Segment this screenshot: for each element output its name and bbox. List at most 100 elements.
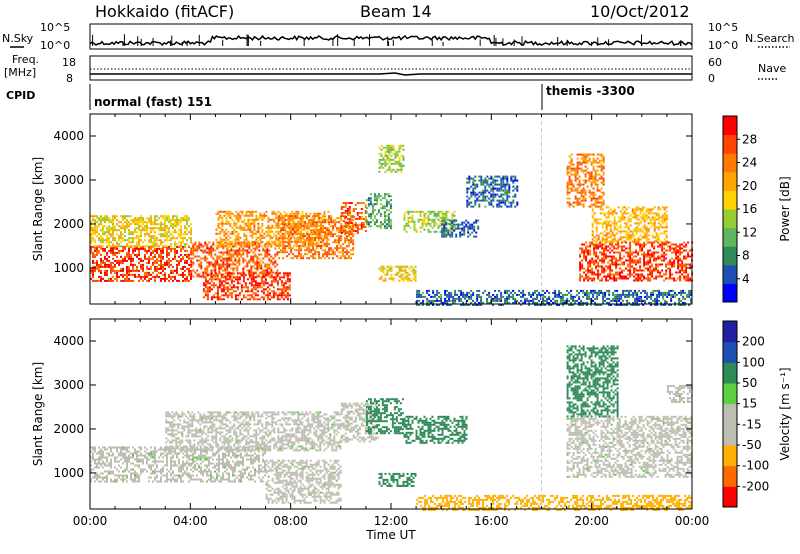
cpid-segment-2-label: themis -3300 — [546, 84, 635, 98]
velocity-region-1 — [165, 411, 342, 452]
velocity-region-10 — [666, 385, 693, 403]
power-region-9 — [378, 265, 417, 282]
title-right: 10/Oct/2012 — [590, 2, 690, 21]
velocity-ytick-label: 1000 — [53, 466, 84, 480]
power-region-2 — [190, 241, 279, 278]
power-colorbar-tick-label: 4 — [742, 272, 750, 286]
velocity-xtick-label: 00:00 — [675, 514, 710, 528]
velocity-colorbar-tick-label: -50 — [742, 438, 762, 452]
nave-tick-top: 60 — [708, 56, 722, 69]
velocity-region-5 — [403, 415, 468, 444]
power-colorbar-segment — [723, 246, 737, 266]
velocity-colorbar-tick-label: 200 — [742, 335, 765, 349]
velocity-colorbar: -200 -100 -50 -15 15 50 100 200 Velocity [m s⁻¹] — [722, 320, 792, 508]
power-colorbar-tick-label: 16 — [742, 202, 757, 216]
power-colorbar-segment — [723, 171, 737, 191]
velocity-region-3 — [340, 402, 379, 443]
velocity-ytick-label: 2000 — [53, 422, 84, 436]
power-region-0 — [90, 245, 192, 282]
velocity-region-0 — [90, 446, 266, 483]
power-region-4 — [215, 210, 330, 247]
velocity-colorbar-tick-label: 100 — [742, 355, 765, 369]
power-region-3 — [202, 272, 291, 301]
nsky-label: N.Sky — [2, 32, 34, 45]
power-colorbar: 4 8 12 16 20 24 28 Power [dB] — [722, 115, 792, 303]
velocity-xlabel: Time UT — [365, 528, 416, 542]
power-region-16 — [566, 153, 605, 208]
power-colorbar-segment — [723, 153, 737, 173]
velocity-ytick-label: 3000 — [53, 378, 84, 392]
velocity-colorbar-segment — [723, 403, 737, 425]
nave-tick-bottom: 0 — [708, 72, 715, 85]
power-region-10 — [403, 210, 456, 233]
nsearch-label: N.Search — [745, 32, 795, 45]
velocity-xtick-label: 04:00 — [173, 514, 208, 528]
power-colorbar-tick-label: 24 — [742, 156, 757, 170]
power-ytick-label: 3000 — [53, 173, 84, 187]
velocity-colorbar-tick-label: -15 — [742, 417, 762, 431]
velocity-colorbar-segment — [723, 486, 737, 508]
velocity-region-6 — [378, 472, 417, 487]
freq-label-line1: Freq. — [12, 53, 39, 66]
nsky-trace — [89, 34, 693, 46]
power-colorbar-tick-label: 12 — [742, 225, 757, 239]
power-colorbar-label: Power [dB] — [778, 176, 792, 241]
freq-tick-bottom: 8 — [66, 72, 73, 85]
velocity-region-4 — [365, 398, 404, 435]
power-colorbar-tick-label: 20 — [742, 179, 757, 193]
power-colorbar-tick-label: 28 — [742, 132, 757, 146]
power-colorbar-segment — [723, 134, 737, 154]
power-colorbar-segment — [723, 116, 737, 136]
power-colorbar-segment — [723, 264, 737, 284]
velocity-ylabel: Slant Range [km] — [31, 362, 45, 466]
velocity-colorbar-tick-label: -100 — [742, 459, 769, 473]
power-region-12 — [466, 175, 519, 208]
freq-trace — [90, 72, 692, 76]
power-colorbar-tick-label: 8 — [742, 249, 750, 263]
cpid-segment-1-label: normal (fast) 151 — [94, 95, 212, 109]
velocity-colorbar-segment — [723, 424, 737, 446]
power-region-14 — [579, 241, 694, 282]
power-region-1 — [90, 215, 192, 248]
nsearch-tick-bottom: 10^0 — [708, 39, 738, 52]
nave-label: Nave — [758, 62, 786, 75]
velocity-panel: 1000 2000 3000 4000 Slant Range [km] -200 -100… — [31, 318, 792, 542]
velocity-colorbar-tick-label: -200 — [742, 479, 769, 493]
power-colorbar-segment — [723, 227, 737, 247]
freq-tick-top: 18 — [62, 56, 76, 69]
velocity-region-7 — [416, 494, 693, 511]
power-region-8 — [378, 144, 405, 173]
velocity-region-8 — [566, 415, 693, 478]
power-ylabel: Slant Range [km] — [31, 157, 45, 261]
power-ytick-label: 4000 — [53, 129, 84, 143]
velocity-xtick-label: 08:00 — [273, 514, 308, 528]
velocity-ytick-label: 4000 — [53, 334, 84, 348]
velocity-colorbar-label: Velocity [m s⁻¹] — [778, 367, 792, 460]
velocity-colorbar-segment — [723, 465, 737, 487]
power-region-7 — [365, 193, 392, 230]
power-region-15 — [591, 206, 668, 243]
velocity-colorbar-tick-label: 15 — [742, 397, 757, 411]
title-center: Beam 14 — [360, 2, 432, 21]
velocity-xtick-label: 00:00 — [73, 514, 108, 528]
power-panel: 1000 2000 3000 4000 Slant Range [km] 4 8 12 16 20… — [31, 113, 792, 306]
velocity-colorbar-segment — [723, 445, 737, 467]
power-region-13 — [416, 289, 693, 306]
power-ytick-label: 1000 — [53, 261, 84, 275]
velocity-xtick-label: 16:00 — [474, 514, 509, 528]
power-ytick-label: 2000 — [53, 217, 84, 231]
velocity-colorbar-segment — [723, 341, 737, 363]
velocity-colorbar-segment — [723, 321, 737, 343]
power-region-6 — [340, 202, 367, 234]
velocity-region-2 — [265, 459, 342, 504]
velocity-colorbar-tick-label: 50 — [742, 376, 757, 390]
velocity-colorbar-frame — [722, 320, 738, 508]
power-colorbar-segment — [723, 190, 737, 210]
velocity-xtick-label: 20:00 — [574, 514, 609, 528]
velocity-colorbar-segment — [723, 383, 737, 405]
nsky-tick-bottom: 10^0 — [40, 39, 70, 52]
power-region-11 — [441, 219, 480, 238]
freq-label-line2: [MHz] — [4, 66, 36, 79]
